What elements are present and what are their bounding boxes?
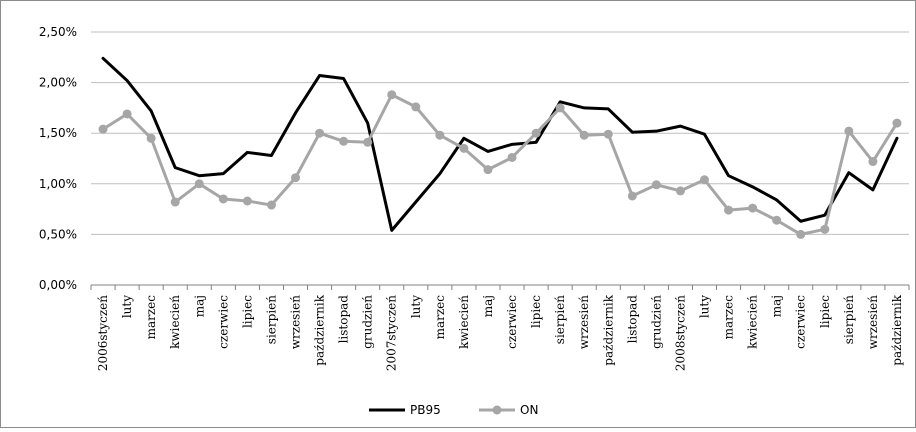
data-point-on (555, 103, 565, 113)
data-point-on (387, 90, 397, 100)
y-tick-label: 0,50% (39, 227, 77, 241)
x-tick-label: sierpień (264, 295, 278, 344)
x-tick-label: listopad (337, 295, 351, 344)
data-point-on (266, 200, 276, 210)
legend-label-on: ON (520, 403, 538, 417)
x-tick-label: październik (890, 294, 904, 365)
data-point-on (892, 118, 902, 128)
data-point-on (435, 130, 445, 140)
x-tick-label: kwiecień (457, 295, 471, 349)
legend-label-pb95: PB95 (410, 403, 441, 417)
x-tick-label: sierpień (553, 295, 567, 344)
x-tick-label: luty (698, 295, 712, 318)
x-tick-label: 2008styczeń (673, 295, 687, 371)
data-point-on (339, 136, 349, 146)
data-point-on (796, 229, 806, 239)
data-point-on (122, 109, 132, 119)
x-tick-label: maj (192, 295, 206, 317)
x-tick-label: wrzesień (866, 295, 880, 350)
data-point-on (315, 128, 325, 138)
x-axis-tick-labels: 2006styczeń luty marzec kwiecień maj czerwiec… (96, 294, 904, 371)
y-axis-tick-labels: 0,00% 0,50% 1,00% 1,50% 2,00% 2,50% (39, 25, 77, 292)
x-tick-label: październik (601, 294, 615, 365)
y-tick-label: 2,00% (39, 76, 77, 90)
data-point-on (483, 165, 493, 175)
data-point-on (459, 143, 469, 153)
x-tick-label: marzec (433, 295, 447, 340)
axes (90, 284, 910, 290)
data-point-on (194, 179, 204, 189)
data-point-on (218, 194, 228, 204)
data-point-on (146, 133, 156, 143)
data-point-on (363, 137, 373, 147)
y-tick-label: 0,00% (39, 278, 77, 292)
x-tick-label: wrzesień (289, 295, 303, 350)
data-point-on (170, 197, 180, 207)
data-point-on (700, 175, 709, 185)
data-point-on (772, 215, 782, 225)
x-tick-label: grudzień (649, 295, 663, 349)
data-point-on (579, 130, 589, 140)
gridlines (91, 31, 909, 286)
data-point-on (242, 196, 252, 206)
x-tick-label: kwiecień (168, 295, 182, 349)
x-tick-label: maj (770, 295, 784, 317)
x-tick-label: październik (313, 294, 327, 365)
x-tick-label: lipiec (240, 295, 254, 328)
data-point-on (603, 129, 613, 139)
x-tick-label: czerwiec (794, 295, 808, 349)
x-tick-label: kwiecień (746, 295, 760, 349)
series-line-on (101, 93, 899, 236)
y-tick-label: 1,00% (39, 177, 77, 191)
x-tick-label: luty (409, 295, 423, 318)
x-tick-label: maj (481, 295, 495, 317)
x-tick-label: czerwiec (216, 295, 230, 349)
data-point-on (748, 203, 758, 213)
data-point-on (507, 152, 517, 162)
series-line-pb95 (101, 56, 899, 232)
x-tick-label: sierpień (842, 295, 856, 344)
data-point-on (531, 128, 541, 138)
data-point-on (98, 124, 108, 134)
legend: PB95 ON (369, 403, 538, 417)
x-tick-label: wrzesień (577, 295, 591, 350)
data-point-on (724, 205, 734, 215)
data-point-on (627, 191, 637, 201)
x-tick-label: grudzień (361, 295, 375, 349)
data-point-on (868, 157, 878, 167)
x-tick-label: czerwiec (505, 295, 519, 349)
x-tick-label: luty (120, 295, 134, 318)
data-point-on (820, 224, 830, 234)
x-tick-label: marzec (144, 295, 158, 340)
series-lines (98, 56, 902, 239)
data-point-on (411, 102, 421, 112)
x-tick-label: marzec (722, 295, 736, 340)
data-point-on (675, 186, 685, 196)
x-tick-label: lipiec (818, 295, 832, 328)
x-tick-label: 2006styczeń (96, 295, 110, 371)
legend-marker-on (492, 405, 502, 415)
x-tick-label: lipiec (529, 295, 543, 328)
data-point-on (651, 180, 661, 190)
data-point-on (844, 126, 854, 136)
x-tick-label: 2007styczeń (385, 295, 399, 371)
y-tick-label: 1,50% (39, 126, 77, 140)
y-tick-label: 2,50% (39, 25, 77, 39)
x-tick-label: listopad (625, 295, 639, 344)
data-point-on (291, 173, 300, 183)
